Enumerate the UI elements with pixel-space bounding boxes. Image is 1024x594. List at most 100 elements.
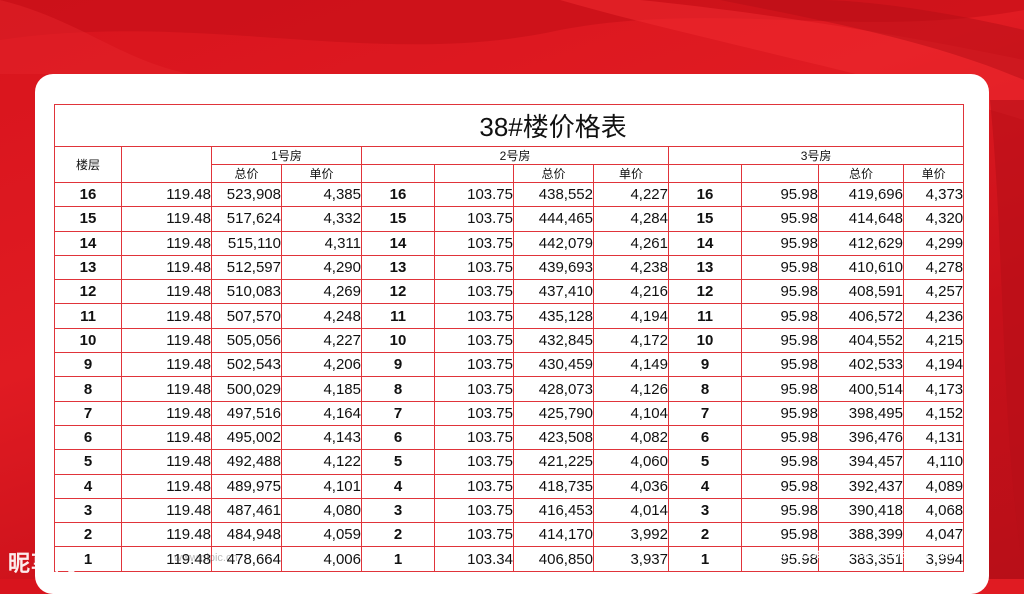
unit-3-area-cell: 95.98	[741, 473, 819, 499]
unit-1-price-header: 单价	[281, 164, 362, 183]
unit-3-floor-cell: 10	[668, 327, 742, 354]
unit-2-floor-cell: 11	[361, 303, 435, 329]
unit-1-header: 1号房	[211, 146, 362, 165]
unit-1-total-cell: 487,461	[211, 497, 282, 524]
unit-3-total-cell: 388,399	[818, 522, 904, 548]
unit-3-area-cell: 95.98	[741, 376, 819, 402]
unit-3-floor-cell: 16	[668, 181, 742, 208]
unit-3-area-cell: 95.98	[741, 303, 819, 329]
unit-1-price-cell: 4,143	[281, 424, 362, 451]
unit-2-floor-cell: 16	[361, 181, 435, 208]
unit-2-area-cell: 103.75	[434, 181, 514, 208]
unit-3-area-cell: 95.98	[741, 254, 819, 281]
unit-3-price-cell: 4,047	[902, 522, 965, 548]
unit-2-floor-cell: 2	[361, 522, 435, 548]
unit-2-floor-cell: 14	[361, 230, 435, 256]
unit-1-area-cell: 119.48	[121, 230, 212, 256]
unit-1-area-cell: 119.48	[121, 352, 212, 378]
unit-2-area-cell: 103.75	[434, 230, 514, 256]
unit-2-floor-cell: 10	[361, 327, 435, 354]
unit-2-price-cell: 4,238	[593, 254, 669, 281]
floor-cell: 8	[54, 376, 122, 402]
unit-3-area-cell: 95.98	[741, 279, 819, 305]
unit-2-price-cell: 4,126	[593, 376, 669, 402]
table-row: 13 119.48 512,597 4,290 13 103.75 439,693 4,238…	[54, 254, 965, 281]
unit-3-total-cell: 392,437	[818, 473, 904, 499]
unit-3-blank-header	[668, 164, 742, 183]
unit-3-area-cell: 95.98	[741, 497, 819, 524]
unit-3-area-cell: 95.98	[741, 522, 819, 548]
unit-3-floor-cell: 9	[668, 352, 742, 378]
unit-2-price-header: 单价	[593, 164, 669, 183]
floor-cell: 1	[54, 546, 122, 572]
table-row: 4 119.48 489,975 4,101 4 103.75 418,735 4,036 4 9…	[54, 473, 965, 499]
unit-3-floor-cell: 2	[668, 522, 742, 548]
page-title: 38#楼价格表	[53, 104, 965, 147]
unit-1-area-cell: 119.48	[121, 206, 212, 232]
unit-3-price-cell: 4,068	[902, 497, 965, 524]
unit-3-floor-cell: 15	[668, 206, 742, 232]
unit-1-area-cell: 119.48	[121, 546, 212, 572]
floor-cell: 10	[54, 327, 122, 354]
unit-2-area-cell: 103.75	[434, 279, 514, 305]
unit-1-total-cell: 489,975	[211, 473, 282, 499]
unit-2-floor-cell: 6	[361, 424, 435, 451]
unit-3-floor-cell: 8	[668, 376, 742, 402]
unit-3-total-cell: 410,610	[818, 254, 904, 281]
unit-1-total-cell: 517,624	[211, 206, 282, 232]
unit-1-area-cell: 119.48	[121, 376, 212, 402]
watermark-brand: 昵享网	[8, 552, 78, 577]
unit-3-header: 3号房	[667, 146, 965, 165]
unit-3-price-cell: 4,173	[902, 376, 965, 402]
unit-1-price-cell: 4,164	[281, 400, 362, 426]
unit-3-total-cell: 406,572	[818, 303, 904, 329]
unit-3-price-cell: 4,131	[902, 424, 965, 451]
table-row: 8 119.48 500,029 4,185 8 103.75 428,073 4,126 8 9…	[54, 376, 965, 402]
watermark-url: www.nipic.cn	[174, 552, 238, 564]
unit-2-price-cell: 4,227	[593, 181, 669, 208]
unit-2-area-cell: 103.75	[434, 497, 514, 524]
unit-3-floor-cell: 13	[668, 254, 742, 281]
table-row: 3 119.48 487,461 4,080 3 103.75 416,453 4,014 3 9…	[54, 497, 965, 524]
unit-1-total-cell: 510,083	[211, 279, 282, 305]
unit-2-total-cell: 418,735	[513, 473, 594, 499]
floor-cell: 12	[54, 279, 122, 305]
unit-2-floor-cell: 3	[361, 497, 435, 524]
unit-2-total-cell: 439,693	[513, 254, 594, 281]
unit-2-price-cell: 4,014	[593, 497, 669, 524]
unit-3-area-cell: 95.98	[741, 230, 819, 256]
unit-2-price-cell: 3,937	[593, 546, 669, 572]
unit-3-floor-cell: 3	[668, 497, 742, 524]
unit-1-area-cell: 119.48	[121, 181, 212, 208]
floor-cell: 15	[54, 206, 122, 232]
watermark-id: ID:1113996:2021020905625613084	[780, 549, 955, 561]
unit-2-price-cell: 4,172	[593, 327, 669, 354]
unit-3-price-cell: 4,089	[902, 473, 965, 499]
unit-3-floor-cell: 5	[668, 449, 742, 475]
floor-cell: 11	[54, 303, 122, 329]
unit-1-total-cell: 497,516	[211, 400, 282, 426]
unit-2-area-cell: 103.75	[434, 303, 514, 329]
unit-3-price-cell: 3,994	[902, 546, 965, 572]
table-row: 6 119.48 495,002 4,143 6 103.75 423,508 4,082 6 9…	[54, 424, 965, 451]
unit-2-floor-cell: 8	[361, 376, 435, 402]
unit-3-price-cell: 4,236	[902, 303, 965, 329]
unit-3-total-cell: 404,552	[818, 327, 904, 354]
unit-3-price-cell: 4,215	[902, 327, 965, 354]
unit-2-header: 2号房	[361, 146, 669, 165]
unit-3-price-cell: 4,110	[902, 449, 965, 475]
unit-1-price-cell: 4,227	[281, 327, 362, 354]
price-table: 38#楼价格表 楼层 1号房 2号房 3号房 总价 单价 总价 单价 总价 单价…	[53, 104, 965, 572]
unit-2-price-cell: 4,284	[593, 206, 669, 232]
floor-cell: 13	[54, 254, 122, 281]
unit-2-price-cell: 3,992	[593, 522, 669, 548]
unit-2-total-cell: 416,453	[513, 497, 594, 524]
table-row: 1 119.48 478,664 4,006 1 103.34 406,850 3,937 1 9…	[54, 546, 965, 572]
unit-1-price-cell: 4,385	[281, 181, 362, 208]
unit-2-area-cell: 103.75	[434, 206, 514, 232]
unit-3-price-cell: 4,320	[902, 206, 965, 232]
unit-1-total-cell: 495,002	[211, 424, 282, 451]
unit-2-floor-cell: 5	[361, 449, 435, 475]
unit-3-price-cell: 4,299	[902, 230, 965, 256]
floor-cell: 5	[54, 449, 122, 475]
